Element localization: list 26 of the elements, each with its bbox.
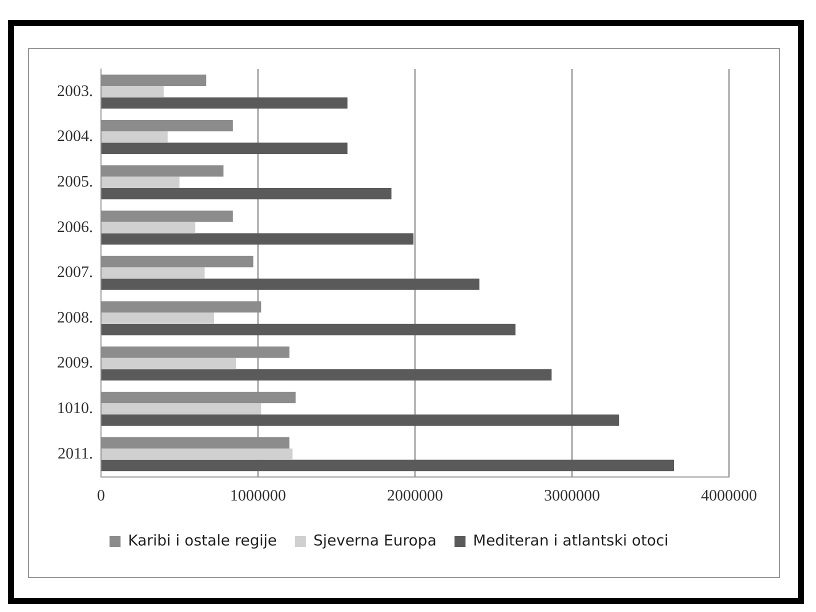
y-tick-label: 2003. [57, 82, 93, 100]
y-tick-label: 1010. [57, 400, 93, 418]
x-tick-label: 2000000 [387, 488, 443, 505]
y-tick-label: 2007. [57, 264, 93, 282]
legend-label: Karibi i ostale regije [128, 531, 277, 550]
legend-label: Sjeverna Europa [313, 531, 437, 550]
bar [102, 403, 262, 414]
y-tick-label: 2005. [57, 173, 93, 190]
legend-label: Mediteran i atlantski otoci [473, 531, 668, 550]
x-tick-label: 0 [97, 488, 105, 505]
bar [102, 358, 236, 370]
y-tick-label: 2008. [57, 309, 93, 326]
x-tick-label: 3000000 [544, 488, 600, 505]
bar [102, 222, 196, 234]
bar [102, 267, 205, 279]
bar [102, 86, 164, 98]
y-tick-label: 2006. [57, 218, 93, 236]
y-tick-label: 2009. [57, 354, 93, 372]
bar [102, 448, 293, 460]
y-tick-label: 2004. [57, 128, 93, 146]
bar [102, 131, 168, 143]
y-tick-label: 2011. [58, 445, 93, 462]
x-tick-label: 4000000 [701, 488, 757, 505]
bar [102, 176, 180, 188]
bar [102, 312, 214, 324]
x-tick-label: 1000000 [230, 488, 286, 505]
